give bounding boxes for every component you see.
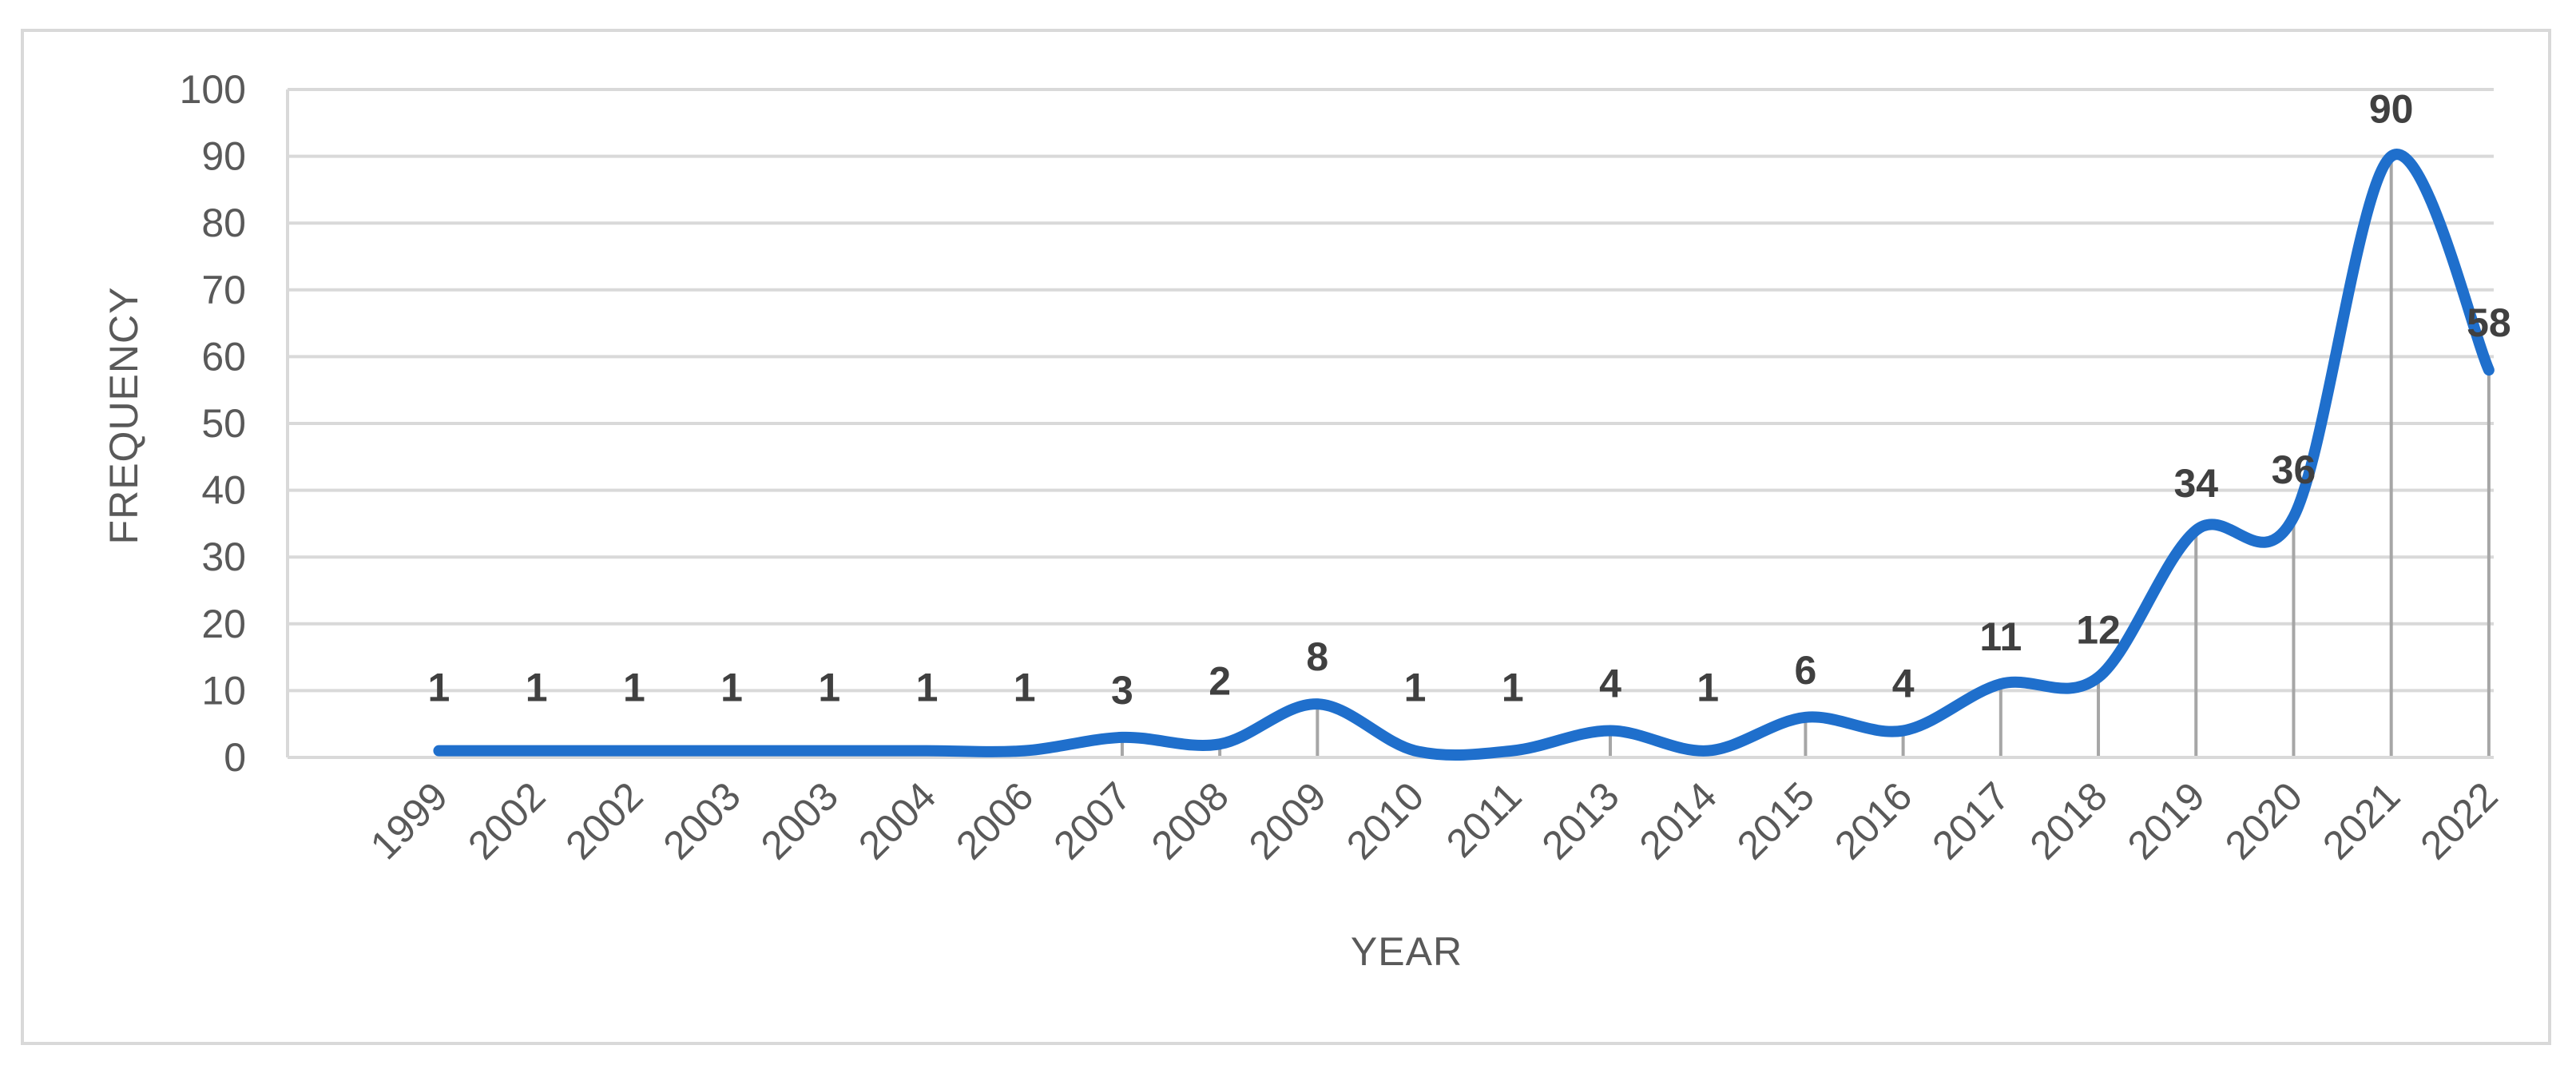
data-label-7: 3 bbox=[1111, 668, 1133, 713]
x-tick-labels: 1999 2002 2002 2003 2003 2004 2006 2007 2008 2009… bbox=[362, 773, 2507, 868]
x-tick-16: 2017 bbox=[1923, 773, 2018, 868]
x-tick-4: 2003 bbox=[752, 773, 847, 868]
y-tick-0: 0 bbox=[224, 735, 246, 780]
x-tick-13: 2014 bbox=[1631, 773, 1725, 868]
x-tick-14: 2015 bbox=[1729, 773, 1823, 868]
y-tick-60: 60 bbox=[201, 334, 246, 379]
data-label-6: 1 bbox=[1014, 666, 1036, 710]
data-label-5: 1 bbox=[916, 666, 939, 710]
y-axis-title: FREQUENCY bbox=[101, 287, 146, 545]
x-tick-5: 2004 bbox=[850, 773, 944, 868]
data-label-1: 1 bbox=[526, 666, 548, 710]
data-label-12: 4 bbox=[1599, 662, 1621, 706]
x-tick-20: 2021 bbox=[2314, 773, 2408, 868]
chart-frame bbox=[21, 29, 2551, 1045]
data-label-3: 1 bbox=[720, 666, 743, 710]
data-label-21: 58 bbox=[2467, 300, 2511, 345]
data-label-9: 8 bbox=[1306, 634, 1328, 679]
x-tick-12: 2013 bbox=[1534, 773, 1628, 868]
data-label-20: 90 bbox=[2369, 87, 2414, 132]
x-tick-11: 2011 bbox=[1438, 773, 1530, 866]
y-tick-10: 10 bbox=[201, 668, 246, 713]
data-label-2: 1 bbox=[623, 666, 645, 710]
x-tick-18: 2019 bbox=[2119, 773, 2213, 868]
data-label-17: 12 bbox=[2076, 608, 2121, 653]
y-tick-90: 90 bbox=[201, 134, 246, 179]
data-label-4: 1 bbox=[818, 666, 840, 710]
data-label-10: 1 bbox=[1404, 666, 1427, 710]
data-label-19: 36 bbox=[2272, 447, 2316, 492]
x-tick-7: 2007 bbox=[1045, 773, 1139, 868]
y-tick-labels: 0 10 20 30 40 50 60 70 80 90 100 bbox=[180, 67, 246, 780]
data-label-16: 11 bbox=[1979, 614, 2022, 659]
y-tick-20: 20 bbox=[201, 602, 246, 646]
y-tick-30: 30 bbox=[201, 535, 246, 579]
y-tick-40: 40 bbox=[201, 468, 246, 513]
x-tick-21: 2022 bbox=[2411, 773, 2506, 868]
y-tick-80: 80 bbox=[201, 201, 246, 245]
x-tick-15: 2016 bbox=[1826, 773, 1920, 868]
y-tick-100: 100 bbox=[180, 67, 246, 112]
x-tick-19: 2020 bbox=[2217, 773, 2311, 868]
x-tick-6: 2006 bbox=[947, 773, 1042, 868]
y-tick-70: 70 bbox=[201, 268, 246, 312]
x-tick-2: 2002 bbox=[557, 773, 651, 868]
data-label-18: 34 bbox=[2173, 461, 2218, 506]
x-tick-1: 2002 bbox=[459, 773, 554, 868]
axes bbox=[286, 89, 2494, 759]
drop-lines bbox=[437, 156, 2491, 757]
data-label-14: 6 bbox=[1794, 648, 1816, 693]
data-label-15: 4 bbox=[1892, 662, 1915, 706]
x-tick-9: 2009 bbox=[1240, 773, 1335, 868]
data-label-8: 2 bbox=[1209, 658, 1231, 703]
data-label-13: 1 bbox=[1697, 666, 1719, 710]
y-tick-50: 50 bbox=[201, 401, 246, 446]
data-label-11: 1 bbox=[1502, 666, 1524, 710]
data-label-0: 1 bbox=[428, 666, 451, 710]
frequency-series-line bbox=[433, 149, 2495, 761]
x-tick-10: 2010 bbox=[1338, 773, 1432, 868]
x-axis-title: YEAR bbox=[1351, 929, 1463, 974]
x-tick-0: 1999 bbox=[362, 773, 456, 868]
x-tick-17: 2018 bbox=[2022, 773, 2116, 868]
gridlines bbox=[288, 88, 2494, 693]
x-tick-3: 2003 bbox=[655, 773, 749, 868]
x-tick-8: 2008 bbox=[1143, 773, 1237, 868]
